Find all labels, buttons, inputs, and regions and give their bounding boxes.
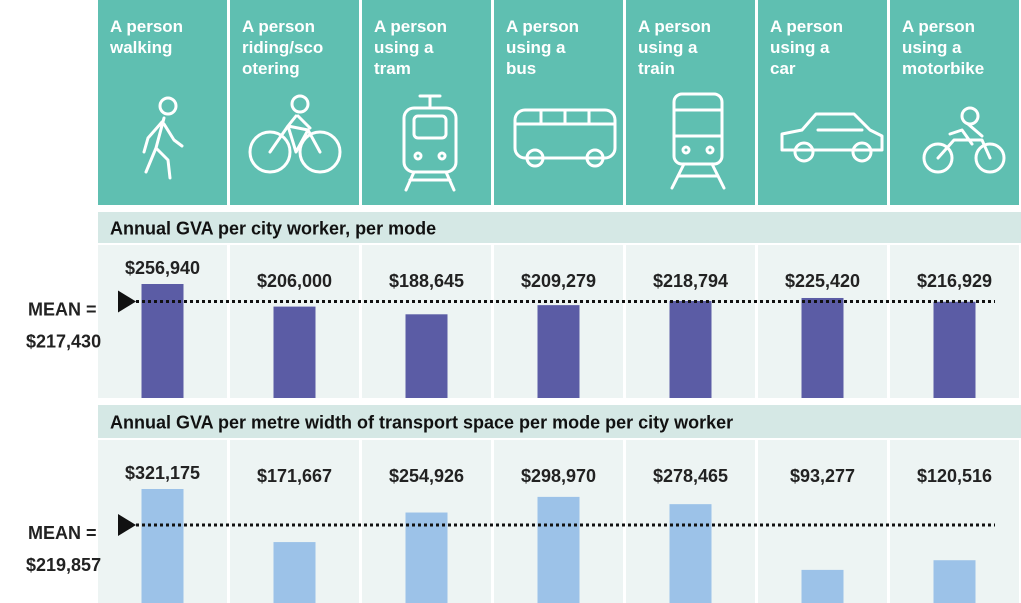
- mean-label: $219,857: [26, 555, 101, 575]
- chart-title: Annual GVA per metre width of transport …: [110, 413, 733, 433]
- value-label: $209,279: [521, 271, 596, 291]
- value-label: $321,175: [125, 463, 200, 483]
- value-label: $93,277: [790, 466, 855, 486]
- walking-icon: [142, 96, 184, 180]
- icons: [142, 92, 1006, 192]
- motorbike-icon: [922, 106, 1006, 174]
- bar: [537, 305, 580, 398]
- mode-label: A person walking: [110, 17, 184, 57]
- value-label: $171,667: [257, 466, 332, 486]
- mode-label: A person riding/sco otering: [242, 17, 324, 78]
- tram-icon: [402, 94, 458, 192]
- value-label: $298,970: [521, 466, 596, 486]
- header-cell: [230, 0, 359, 205]
- bar: [141, 489, 184, 603]
- value-label: $120,516: [917, 466, 992, 486]
- header-cell: [494, 0, 623, 205]
- mode-label: A person using a tram: [374, 17, 448, 78]
- value-label: $188,645: [389, 271, 464, 291]
- mode-label: A person using a bus: [506, 17, 580, 78]
- mean-label: $217,430: [26, 332, 101, 352]
- value-label: $225,420: [785, 271, 860, 291]
- bar: [669, 504, 712, 603]
- car-icon: [780, 112, 884, 163]
- mean-text: MEAN =: [28, 300, 97, 320]
- value-label: $218,794: [653, 271, 728, 291]
- title-bar: [98, 212, 1021, 243]
- bar: [405, 512, 448, 603]
- bus-icon: [513, 108, 617, 168]
- value-label: $254,926: [389, 466, 464, 486]
- bar: [933, 301, 976, 398]
- value-label: $278,465: [653, 466, 728, 486]
- mode-label: A person using a motorbike: [902, 17, 985, 78]
- mode-label: A person using a train: [638, 17, 712, 78]
- value-label: $256,940: [125, 258, 200, 278]
- value-label: $206,000: [257, 271, 332, 291]
- bar: [801, 569, 844, 603]
- header-cell: [626, 0, 755, 205]
- bar: [801, 297, 844, 398]
- bar: [273, 542, 316, 603]
- mean-text: MEAN =: [28, 523, 97, 543]
- mode-label: A person using a car: [770, 17, 844, 78]
- bar: [405, 314, 448, 398]
- value-label: $216,929: [917, 271, 992, 291]
- header-cell: [758, 0, 887, 205]
- bar: [537, 496, 580, 603]
- bike-icon: [248, 94, 342, 174]
- train-icon: [670, 92, 726, 190]
- mean-marker: [118, 290, 136, 313]
- bar: [273, 306, 316, 398]
- chart-title: Annual GVA per city worker, per mode: [110, 219, 436, 239]
- title-bar: [98, 405, 1021, 438]
- mean-marker: [118, 513, 136, 536]
- bar: [669, 300, 712, 398]
- bar: [933, 560, 976, 603]
